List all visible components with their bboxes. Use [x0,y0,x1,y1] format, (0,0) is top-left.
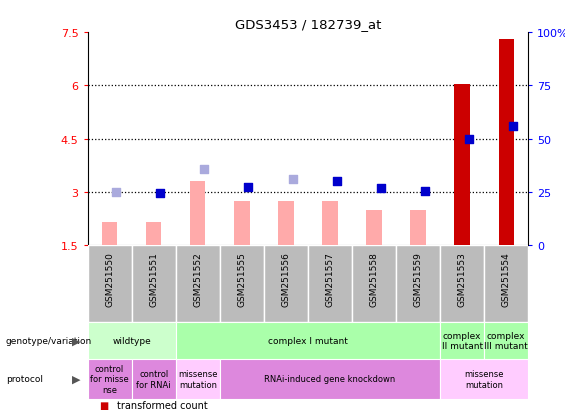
Bar [88,246,132,322]
Point [464,136,473,143]
Text: control
for misse
nse: control for misse nse [90,364,129,394]
Text: complex
II mutant: complex II mutant [442,331,483,350]
Bar [322,202,338,246]
Text: complex
III mutant: complex III mutant [484,331,528,350]
Point [420,188,429,195]
Bar [88,359,132,399]
Text: GSM251559: GSM251559 [414,252,423,306]
Text: missense
mutation: missense mutation [178,369,218,389]
Point [332,178,341,185]
Point [244,184,253,190]
Text: GSM251556: GSM251556 [281,252,290,306]
Text: control
for RNAi: control for RNAi [136,369,171,389]
Point [112,189,121,196]
Text: GSM251553: GSM251553 [458,252,467,306]
Point [156,190,165,197]
Bar [176,359,220,399]
Bar [308,246,352,322]
Text: ▶: ▶ [72,336,81,346]
Bar [498,40,514,246]
Bar [396,246,440,322]
Text: RNAi-induced gene knockdown: RNAi-induced gene knockdown [264,375,396,383]
Bar [454,84,470,246]
Point [508,123,518,130]
Text: GSM251555: GSM251555 [237,252,246,306]
Text: complex I mutant: complex I mutant [268,336,348,345]
Text: GSM251551: GSM251551 [149,252,158,306]
Bar [264,246,308,322]
Bar [366,210,382,246]
Bar [484,322,528,359]
Text: ▶: ▶ [72,374,81,384]
Point [288,176,297,183]
Bar [352,246,396,322]
Text: genotype/variation: genotype/variation [6,336,92,345]
Text: transformed count: transformed count [117,400,208,410]
Bar [440,359,528,399]
Bar [132,359,176,399]
Bar [176,322,440,359]
Bar [234,202,250,246]
Bar [176,246,220,322]
Title: GDS3453 / 182739_at: GDS3453 / 182739_at [234,17,381,31]
Text: GSM251554: GSM251554 [502,252,511,306]
Bar [220,359,440,399]
Bar [146,223,162,246]
Point [376,185,385,192]
Bar [132,246,176,322]
Text: GSM251557: GSM251557 [325,252,334,306]
Text: GSM251558: GSM251558 [370,252,379,306]
Bar [278,202,294,246]
Text: GSM251552: GSM251552 [193,252,202,306]
Point [200,166,209,173]
Text: missense
mutation: missense mutation [464,369,504,389]
Bar [440,322,484,359]
Text: GSM251550: GSM251550 [105,252,114,306]
Bar [220,246,264,322]
Bar [102,223,118,246]
Text: protocol: protocol [6,375,42,383]
Bar [410,210,426,246]
Text: ■: ■ [99,400,108,410]
Bar [88,322,176,359]
Bar [484,246,528,322]
Bar [440,246,484,322]
Text: wildtype: wildtype [112,336,151,345]
Bar [190,182,206,246]
